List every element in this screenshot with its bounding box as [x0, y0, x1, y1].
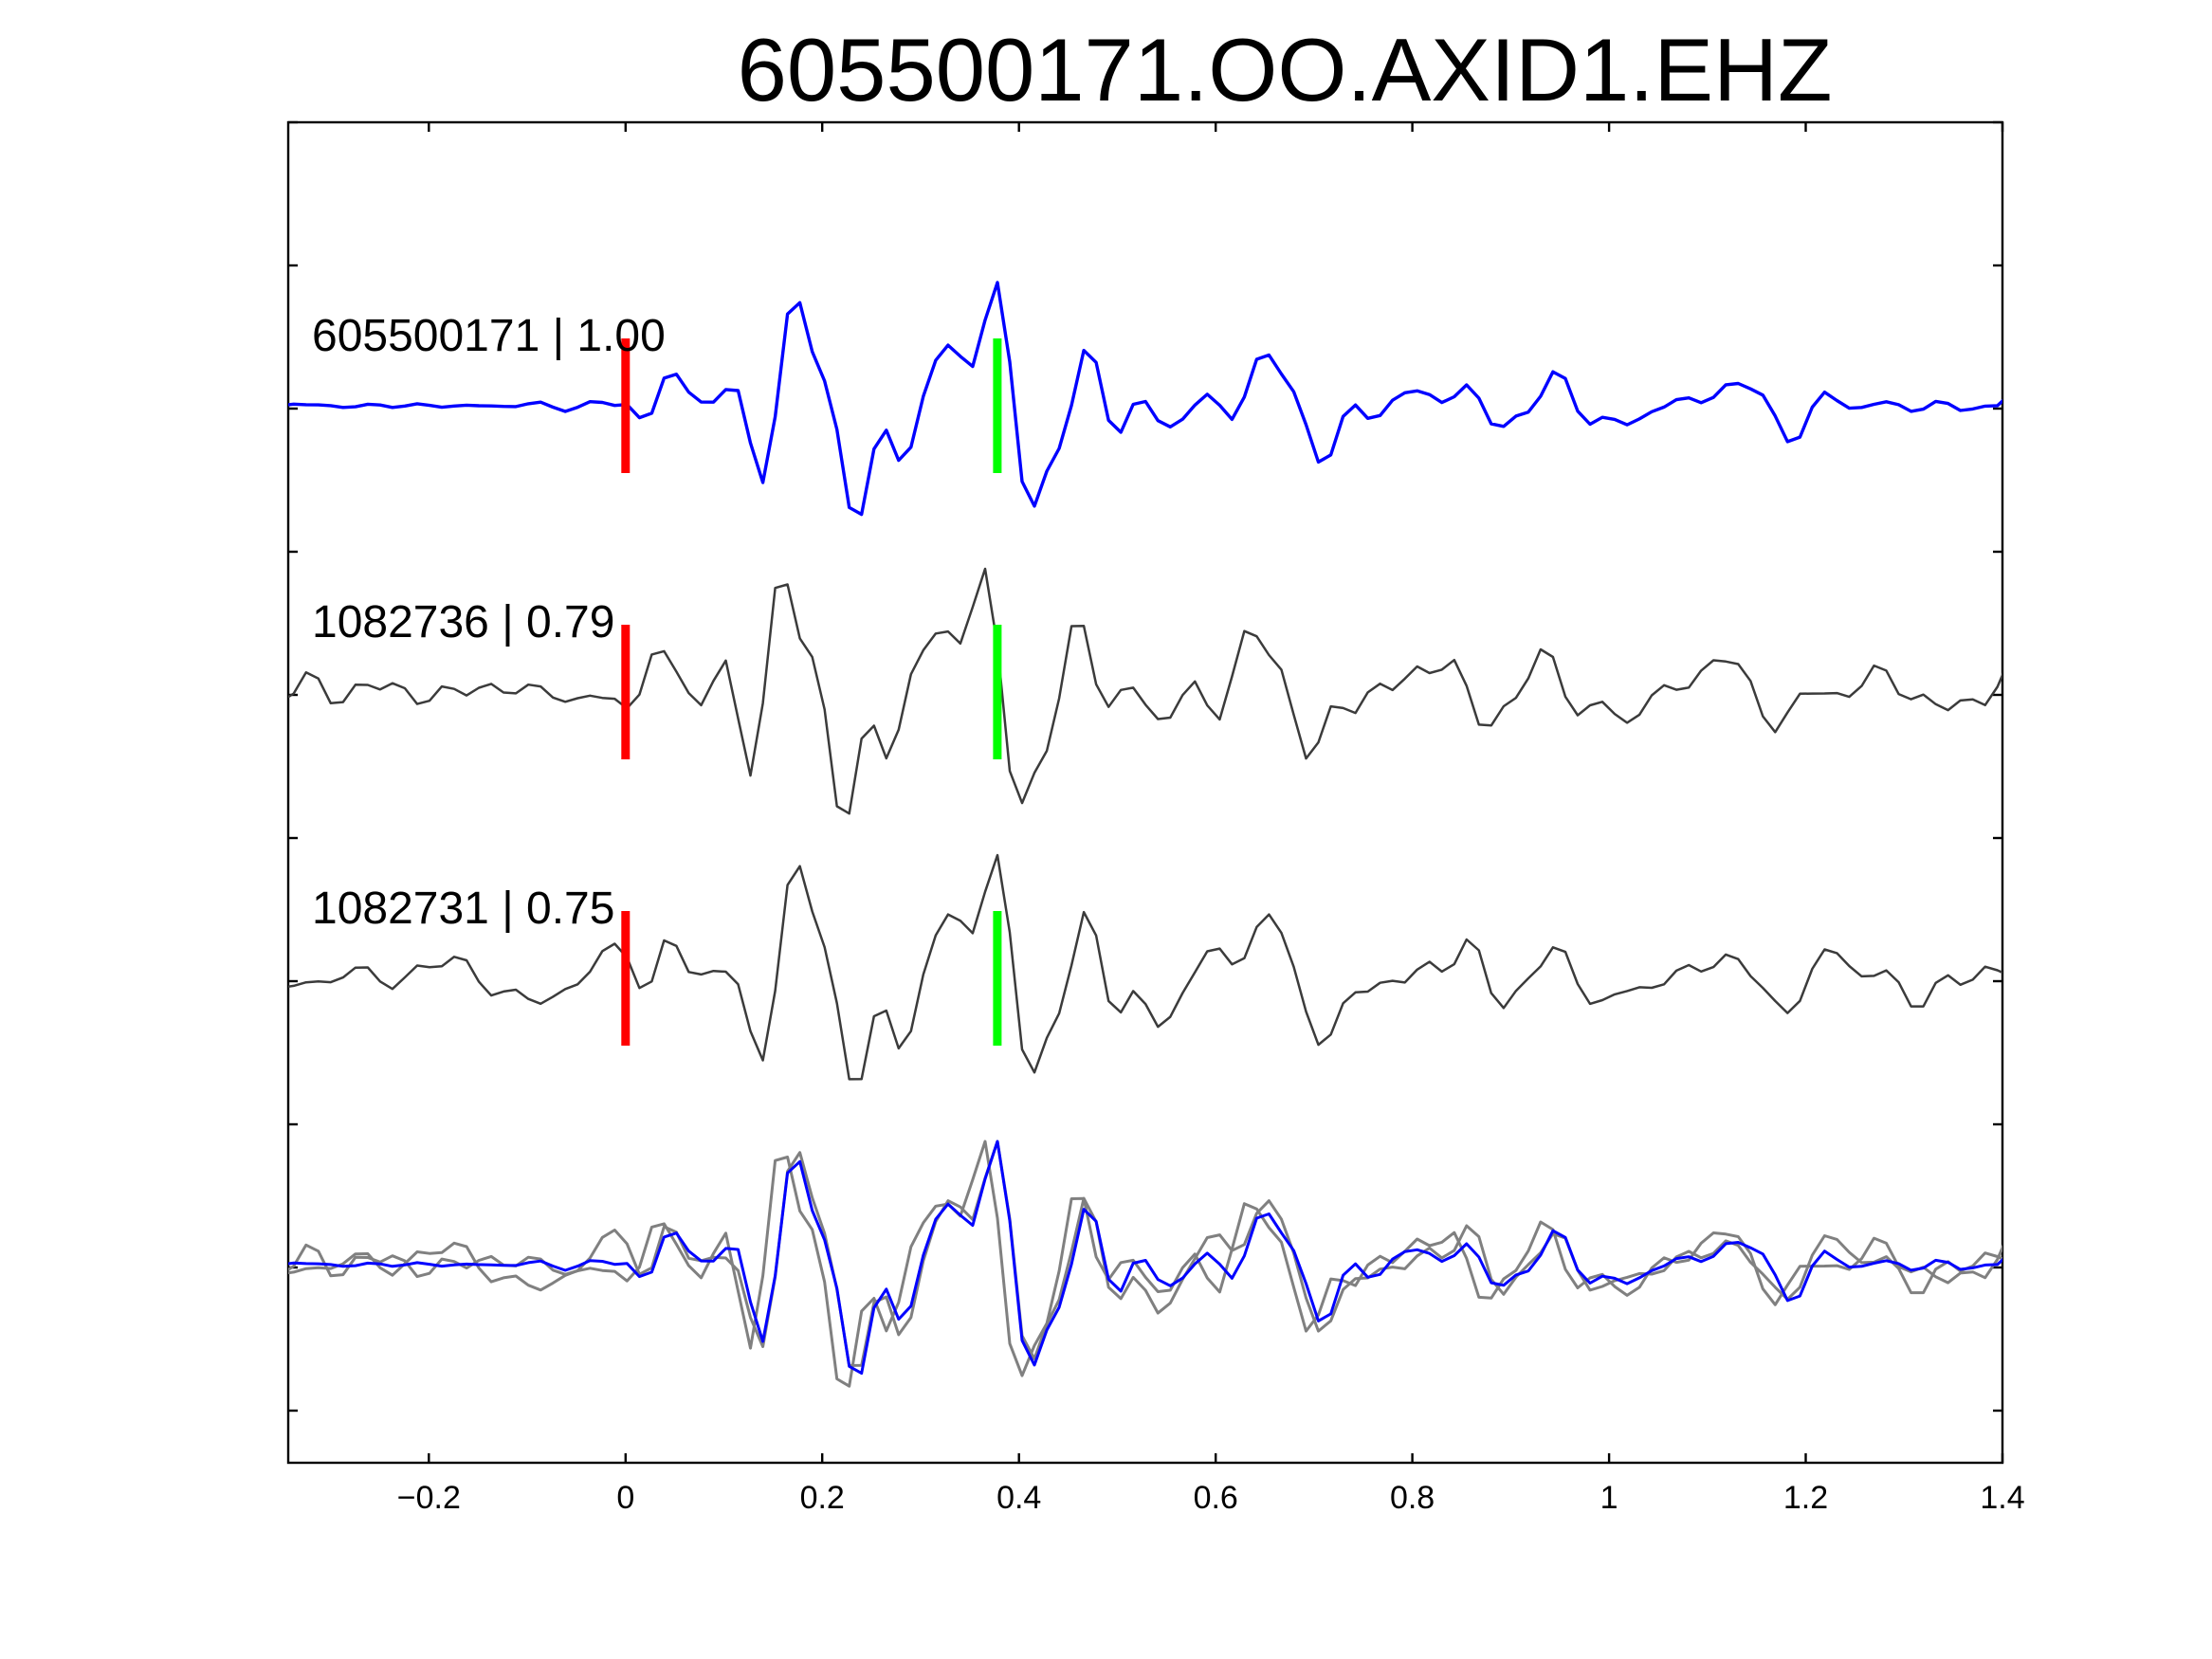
svg-text:1.4: 1.4: [1980, 1480, 2024, 1516]
svg-text:605500171 | 1.00: 605500171 | 1.00: [312, 311, 666, 361]
svg-text:605500171.OO.AXID1.EHZ: 605500171.OO.AXID1.EHZ: [738, 20, 1833, 119]
svg-text:0.6: 0.6: [1194, 1480, 1238, 1516]
svg-text:0.8: 0.8: [1390, 1480, 1435, 1516]
svg-text:1: 1: [1600, 1480, 1618, 1516]
svg-text:0: 0: [616, 1480, 634, 1516]
svg-text:−0.2: −0.2: [397, 1480, 461, 1516]
svg-text:0.4: 0.4: [996, 1480, 1041, 1516]
svg-text:0.2: 0.2: [800, 1480, 845, 1516]
svg-text:1.2: 1.2: [1783, 1480, 1828, 1516]
svg-text:1082736 | 0.79: 1082736 | 0.79: [312, 597, 614, 647]
svg-text:1082731 | 0.75: 1082731 | 0.75: [312, 884, 614, 934]
